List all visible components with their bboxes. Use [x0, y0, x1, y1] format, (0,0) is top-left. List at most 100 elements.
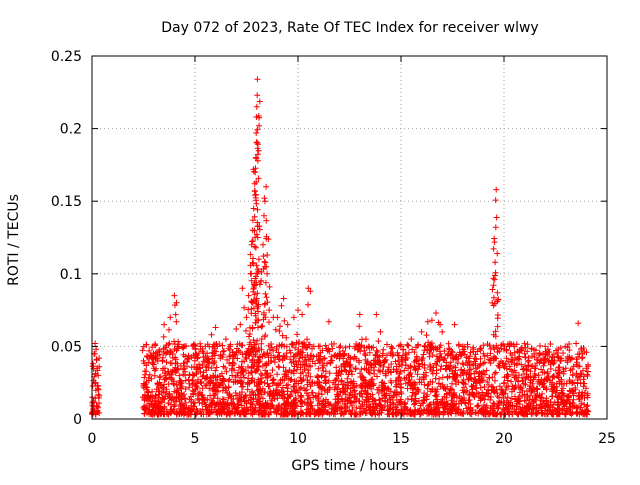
data-point — [473, 385, 480, 392]
data-point — [490, 282, 497, 289]
data-point — [394, 389, 401, 396]
data-point — [505, 373, 512, 380]
data-point — [289, 340, 296, 347]
data-point — [212, 324, 219, 331]
data-point — [252, 408, 259, 415]
data-point — [373, 400, 379, 407]
data-point — [139, 347, 146, 354]
data-point — [537, 401, 544, 408]
data-point — [397, 381, 404, 388]
data-point — [541, 355, 548, 362]
data-point — [437, 366, 444, 373]
data-point — [556, 378, 563, 385]
data-point — [260, 409, 267, 416]
data-point — [261, 379, 268, 386]
x-tick-label: 5 — [191, 431, 200, 447]
data-point — [569, 379, 576, 386]
data-point — [573, 340, 580, 347]
data-point — [481, 384, 488, 390]
data-point — [459, 379, 466, 386]
data-point — [155, 394, 162, 401]
data-point — [490, 245, 497, 252]
data-point — [457, 351, 464, 358]
data-point — [261, 195, 268, 202]
data-point — [457, 409, 464, 416]
data-point — [188, 411, 194, 418]
data-point — [504, 377, 511, 384]
data-point — [437, 321, 444, 328]
data-point — [292, 344, 299, 351]
data-point — [166, 340, 173, 347]
data-point — [516, 389, 523, 396]
data-point — [361, 408, 368, 415]
y-tick: 0.05 — [51, 339, 607, 355]
data-point — [433, 310, 439, 316]
data-point — [490, 407, 497, 414]
data-point — [233, 326, 240, 332]
data-point — [402, 404, 409, 411]
data-point — [221, 347, 227, 354]
data-point — [491, 239, 498, 246]
data-point — [358, 342, 365, 349]
data-point — [382, 370, 389, 377]
data-point — [373, 311, 380, 318]
data-point — [283, 334, 290, 341]
data-point — [368, 378, 375, 385]
data-point — [562, 343, 569, 350]
data-point — [451, 398, 457, 405]
data-point — [245, 370, 252, 377]
data-point — [262, 389, 268, 396]
data-point — [440, 356, 447, 363]
data-point — [205, 410, 212, 417]
data-point — [171, 292, 178, 299]
data-point — [415, 363, 422, 370]
data-point — [491, 411, 498, 418]
data-point — [429, 370, 436, 377]
data-point — [432, 411, 438, 417]
data-point — [240, 372, 247, 378]
data-point — [459, 343, 466, 350]
data-point — [359, 401, 366, 408]
data-point — [448, 348, 455, 355]
data-point — [157, 403, 163, 410]
data-point — [169, 354, 176, 361]
data-point — [450, 363, 457, 370]
data-point — [553, 393, 560, 400]
data-point — [496, 399, 503, 406]
data-point — [219, 408, 226, 415]
data-point — [355, 346, 362, 353]
data-point — [398, 408, 405, 415]
data-point — [177, 362, 184, 369]
data-point — [236, 391, 243, 398]
data-point — [346, 362, 353, 369]
data-point — [402, 380, 409, 387]
data-point — [193, 351, 200, 358]
data-point — [221, 378, 228, 385]
data-point — [152, 392, 159, 399]
data-point — [580, 383, 587, 390]
data-point — [290, 341, 297, 348]
data-point — [469, 383, 476, 390]
data-point — [474, 403, 481, 410]
data-point — [401, 399, 408, 406]
data-point — [439, 402, 446, 409]
data-point — [427, 363, 434, 370]
data-point — [392, 358, 399, 365]
data-point — [252, 191, 259, 198]
data-point — [91, 350, 98, 357]
data-point — [470, 382, 477, 389]
data-point — [254, 337, 261, 344]
data-point — [530, 384, 537, 391]
data-point — [438, 398, 445, 405]
data-point — [441, 393, 448, 400]
data-point — [276, 402, 283, 408]
data-point — [250, 255, 256, 262]
data-point — [490, 302, 497, 309]
data-point — [233, 405, 240, 412]
data-point — [301, 340, 307, 346]
data-point — [437, 350, 444, 357]
data-point — [284, 321, 291, 328]
data-point — [471, 370, 478, 377]
data-point — [523, 408, 530, 415]
data-point — [429, 352, 436, 358]
